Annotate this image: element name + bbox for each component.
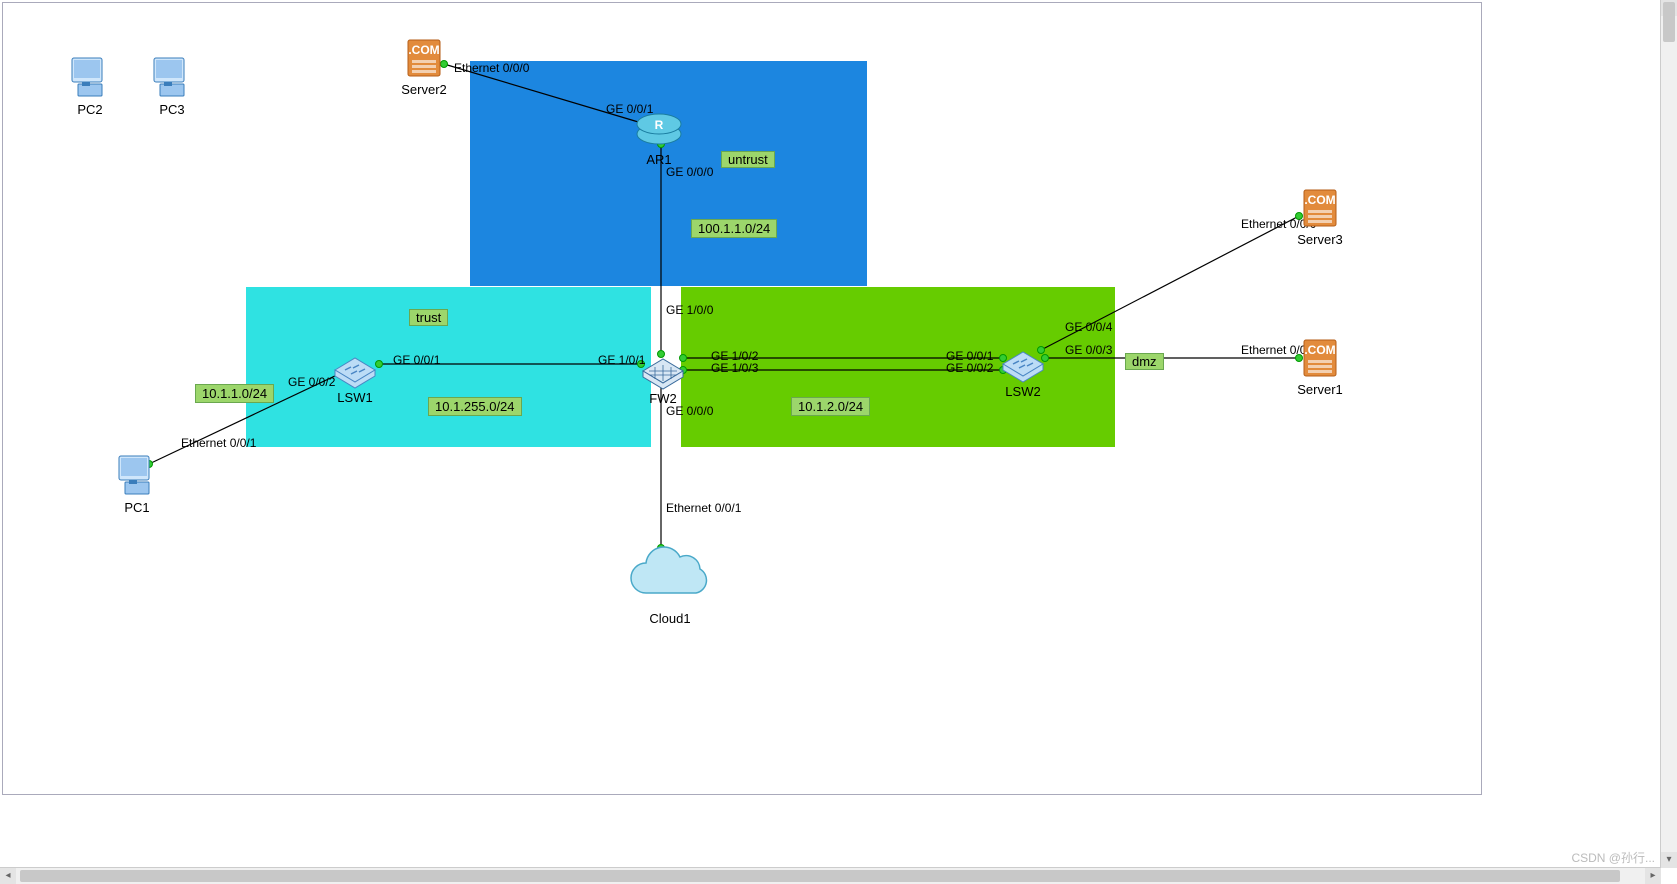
node-lsw2[interactable]: LSW2 (999, 336, 1047, 399)
label-lsw1: LSW1 (331, 390, 379, 405)
zone-dmz (681, 287, 1115, 447)
cloud-icon (621, 543, 719, 611)
node-server2[interactable]: .COM Server2 (400, 34, 448, 97)
node-pc2[interactable]: PC2 (66, 54, 114, 117)
topology-frame: Ethernet 0/0/0GE 0/0/1GE 0/0/0GE 1/0/0GE… (2, 2, 1482, 795)
node-ar1[interactable]: R AR1 (635, 104, 683, 167)
switch-icon (331, 342, 379, 390)
vscroll-thumb[interactable] (1663, 2, 1675, 42)
label-pc2: PC2 (66, 102, 114, 117)
hscroll-thumb[interactable] (20, 870, 1620, 882)
svg-text:R: R (655, 118, 664, 132)
node-fw2[interactable]: FW2 (639, 343, 687, 406)
svg-text:.COM: .COM (1304, 193, 1335, 207)
node-pc1[interactable]: PC1 (113, 452, 161, 515)
port-label: Ethernet 0/0/1 (666, 501, 742, 515)
label-lsw2: LSW2 (999, 384, 1047, 399)
label-cloud1: Cloud1 (621, 611, 719, 626)
label-ar1: AR1 (635, 152, 683, 167)
label-server1: Server1 (1296, 382, 1344, 397)
node-lsw1[interactable]: LSW1 (331, 342, 379, 405)
router-icon: R (635, 104, 683, 152)
scroll-down-button[interactable]: ▾ (1661, 852, 1677, 868)
zone-label-trust: trust (409, 309, 448, 326)
label-fw2: FW2 (639, 391, 687, 406)
label-server3: Server3 (1296, 232, 1344, 247)
subnet-dmz: 10.1.2.0/24 (791, 397, 870, 416)
subnet-fwlan: 10.1.255.0/24 (428, 397, 522, 416)
pc-icon (113, 452, 161, 500)
node-pc3[interactable]: PC3 (148, 54, 196, 117)
scroll-right-button[interactable]: ▸ (1645, 868, 1661, 884)
node-server3[interactable]: .COM Server3 (1296, 184, 1344, 247)
firewall-icon (639, 343, 687, 391)
server-icon: .COM (1296, 184, 1344, 232)
subnet-wan: 100.1.1.0/24 (691, 219, 777, 238)
subnet-lan1: 10.1.1.0/24 (195, 384, 274, 403)
label-server2: Server2 (400, 82, 448, 97)
zone-label-dmz: dmz (1125, 353, 1164, 370)
pc-icon (66, 54, 114, 102)
pc-icon (148, 54, 196, 102)
svg-text:.COM: .COM (408, 43, 439, 57)
server-icon: .COM (400, 34, 448, 82)
svg-text:.COM: .COM (1304, 343, 1335, 357)
watermark: CSDN @孙行... (1571, 849, 1655, 866)
node-cloud1[interactable]: Cloud1 (621, 543, 719, 626)
zone-trust (246, 287, 651, 447)
node-server1[interactable]: .COM Server1 (1296, 334, 1344, 397)
switch-icon (999, 336, 1047, 384)
horizontal-scrollbar[interactable]: ◂ ▸ (0, 867, 1661, 884)
server-icon: .COM (1296, 334, 1344, 382)
label-pc3: PC3 (148, 102, 196, 117)
vertical-scrollbar[interactable]: ▴ ▾ (1660, 0, 1677, 868)
topology-canvas[interactable]: Ethernet 0/0/0GE 0/0/1GE 0/0/0GE 1/0/0GE… (21, 6, 1481, 792)
zone-label-untrust: untrust (721, 151, 775, 168)
zone-untrust (470, 61, 867, 286)
label-pc1: PC1 (113, 500, 161, 515)
scroll-left-button[interactable]: ◂ (0, 868, 16, 884)
